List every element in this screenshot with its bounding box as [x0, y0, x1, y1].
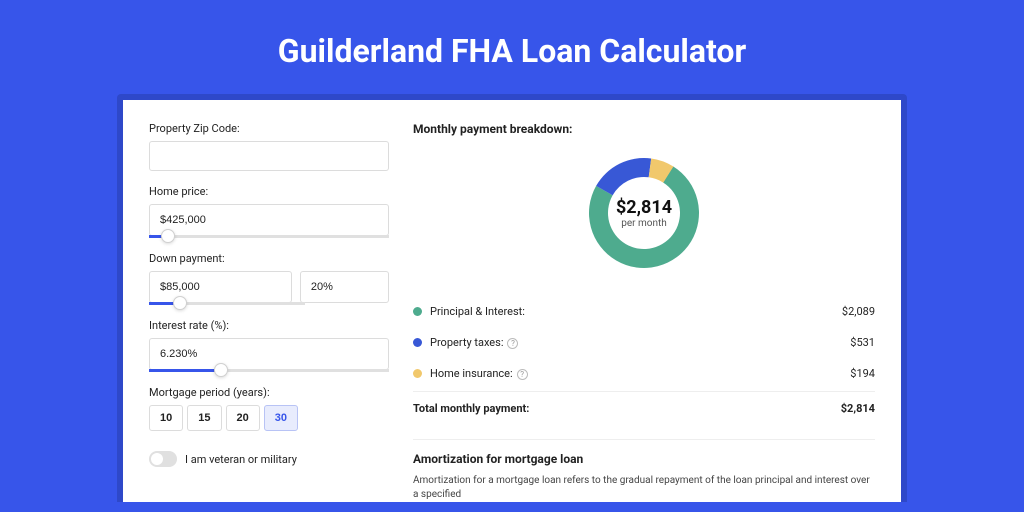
period-label: Mortgage period (years): [149, 386, 389, 399]
zip-field-group: Property Zip Code: [149, 122, 389, 171]
down-payment-input[interactable] [149, 271, 292, 303]
calculator-card: Property Zip Code: Home price: Down paym… [123, 100, 901, 502]
legend-label: Home insurance:? [430, 367, 850, 380]
down-payment-label: Down payment: [149, 252, 389, 265]
home-price-field-group: Home price: [149, 185, 389, 238]
form-column: Property Zip Code: Home price: Down paym… [149, 122, 389, 502]
legend-value: $194 [850, 367, 875, 380]
help-icon[interactable]: ? [507, 338, 518, 349]
donut-center: $2,814 per month [616, 197, 672, 229]
home-price-slider-thumb[interactable] [161, 229, 175, 243]
legend-list: Principal & Interest:$2,089Property taxe… [413, 296, 875, 389]
interest-input[interactable] [149, 338, 389, 370]
breakdown-column: Monthly payment breakdown: $2,814 per mo… [413, 122, 875, 502]
legend-dot [413, 338, 422, 347]
interest-slider[interactable] [149, 369, 389, 372]
zip-label: Property Zip Code: [149, 122, 389, 135]
donut-amount: $2,814 [616, 197, 672, 218]
divider [413, 439, 875, 440]
home-price-label: Home price: [149, 185, 389, 198]
legend-total-row: Total monthly payment: $2,814 [413, 391, 875, 425]
amortization-title: Amortization for mortgage loan [413, 452, 875, 466]
period-btn-15[interactable]: 15 [187, 405, 221, 431]
help-icon[interactable]: ? [517, 369, 528, 380]
veteran-row: I am veteran or military [149, 451, 389, 467]
period-btn-10[interactable]: 10 [149, 405, 183, 431]
legend-value: $2,089 [842, 305, 875, 318]
breakdown-title: Monthly payment breakdown: [413, 122, 875, 136]
home-price-input[interactable] [149, 204, 389, 236]
interest-field-group: Interest rate (%): [149, 319, 389, 372]
down-payment-slider[interactable] [149, 302, 305, 305]
down-payment-pct-input[interactable] [300, 271, 389, 303]
legend-label: Property taxes:? [430, 336, 850, 349]
period-buttons: 10152030 [149, 405, 389, 431]
donut-sub: per month [616, 218, 672, 229]
period-field-group: Mortgage period (years): 10152030 [149, 386, 389, 431]
donut-segment [596, 158, 651, 195]
donut-chart-wrap: $2,814 per month [413, 148, 875, 278]
legend-row: Principal & Interest:$2,089 [413, 296, 875, 327]
veteran-label: I am veteran or military [185, 453, 297, 466]
interest-label: Interest rate (%): [149, 319, 389, 332]
veteran-toggle[interactable] [149, 451, 177, 467]
amortization-text: Amortization for a mortgage loan refers … [413, 474, 875, 502]
legend-row: Home insurance:?$194 [413, 358, 875, 389]
veteran-toggle-knob [151, 453, 163, 465]
donut-chart: $2,814 per month [579, 148, 709, 278]
legend-dot [413, 369, 422, 378]
legend-row: Property taxes:?$531 [413, 327, 875, 358]
card-shadow: Property Zip Code: Home price: Down paym… [117, 94, 907, 502]
interest-slider-thumb[interactable] [214, 363, 228, 377]
zip-input[interactable] [149, 141, 389, 171]
page-title: Guilderland FHA Loan Calculator [0, 0, 1024, 94]
total-label: Total monthly payment: [413, 402, 841, 415]
legend-dot [413, 307, 422, 316]
down-payment-field-group: Down payment: [149, 252, 389, 305]
period-btn-20[interactable]: 20 [226, 405, 260, 431]
legend-value: $531 [850, 336, 875, 349]
down-payment-slider-thumb[interactable] [173, 296, 187, 310]
total-value: $2,814 [841, 402, 875, 415]
period-btn-30[interactable]: 30 [264, 405, 298, 431]
legend-label: Principal & Interest: [430, 305, 842, 318]
home-price-slider[interactable] [149, 235, 389, 238]
